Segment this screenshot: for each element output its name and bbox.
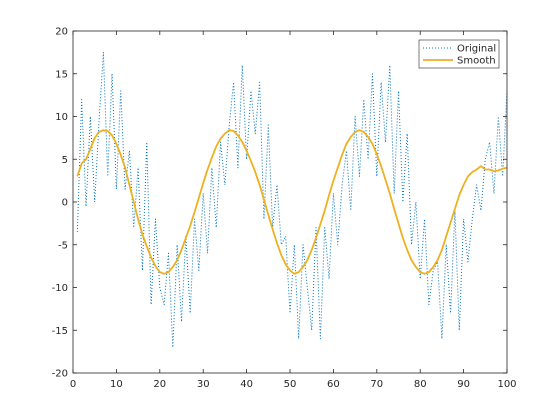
x-tick-label: 10 — [110, 379, 123, 390]
y-tick-label: 20 — [55, 27, 68, 38]
x-tick-label: 20 — [153, 379, 166, 390]
x-tick-label: 100 — [497, 379, 516, 390]
x-tick-label: 50 — [284, 379, 297, 390]
y-tick-label: 15 — [55, 69, 68, 80]
series-line-smooth — [76, 129, 508, 275]
y-tick-label: -15 — [52, 326, 68, 337]
y-tick-label: -20 — [52, 369, 68, 380]
series-layer — [76, 51, 508, 348]
x-tick-label: 70 — [370, 379, 383, 390]
legend-label-smooth: Smooth — [457, 56, 496, 67]
x-tick-label: 90 — [457, 379, 470, 390]
y-tick-label: -5 — [58, 240, 68, 251]
legend-label-original: Original — [457, 44, 496, 55]
ticks-layer: 0 10 20 30 40 50 60 70 80 90 100 -20 -15 -10 -5 0 5 10 15 2… — [52, 27, 517, 391]
x-tick-label: 60 — [327, 379, 340, 390]
series-line-original — [76, 51, 508, 348]
y-tick-label: 0 — [62, 198, 68, 209]
x-tick-label: 30 — [197, 379, 210, 390]
plot-area — [73, 31, 507, 373]
x-tick-label: 80 — [414, 379, 427, 390]
legend-box — [418, 39, 500, 69]
x-tick-label: 0 — [70, 379, 76, 390]
y-tick-label: 10 — [55, 112, 68, 123]
x-tick-label: 40 — [240, 379, 253, 390]
y-tick-label: 5 — [62, 155, 68, 166]
y-tick-label: -10 — [52, 283, 68, 294]
